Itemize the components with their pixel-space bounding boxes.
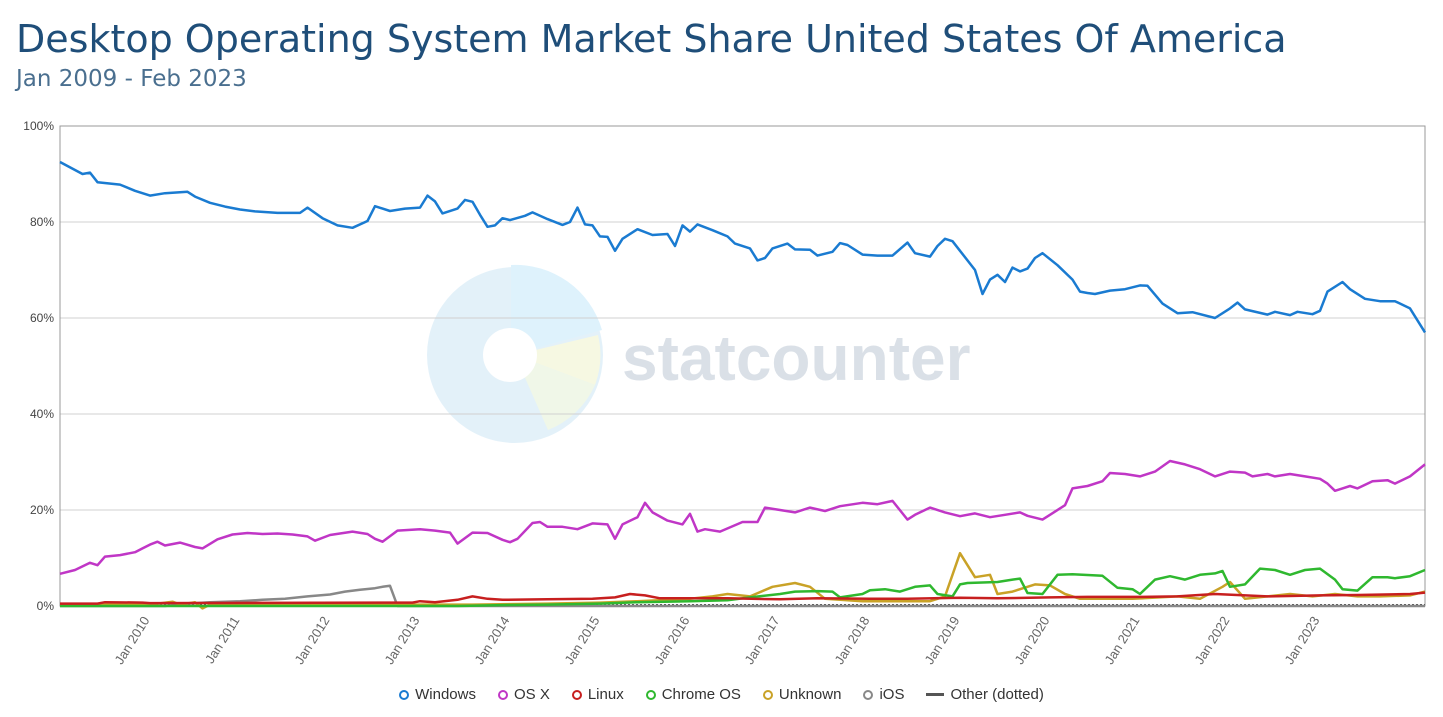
legend-item-os-x[interactable]: OS X	[497, 686, 550, 703]
legend-label: iOS	[879, 686, 905, 703]
legend-item-ios[interactable]: iOS	[863, 686, 904, 703]
chart-title: Desktop Operating System Market Share Un…	[16, 17, 1287, 61]
legend-marker	[762, 689, 773, 700]
legend-marker	[497, 689, 508, 700]
x-tick-label: Jan 2020	[1011, 614, 1052, 667]
y-tick-label: 80%	[30, 215, 54, 229]
legend-label: Linux	[587, 686, 624, 703]
chart-legend: Windows OS X Linux Chrome OS Unknown iOS Other…	[0, 686, 1443, 703]
legend-label: Windows	[415, 686, 476, 703]
legend-marker	[645, 689, 656, 700]
x-tick-label: Jan 2021	[1101, 614, 1142, 667]
series-line-linux	[60, 591, 1426, 605]
y-tick-label: 60%	[30, 311, 54, 325]
legend-label: Unknown	[778, 686, 842, 703]
y-tick-label: 40%	[30, 407, 54, 421]
x-tick-label: Jan 2014	[471, 614, 512, 667]
legend-label: OS X	[513, 686, 550, 703]
x-tick-label: Jan 2013	[381, 614, 422, 667]
legend-marker	[863, 689, 874, 700]
legend-marker	[571, 689, 582, 700]
legend-item-unknown[interactable]: Unknown	[762, 686, 842, 703]
series-line-chrome-os	[60, 567, 1426, 608]
y-tick-label: 100%	[23, 119, 54, 133]
x-tick-label: Jan 2022	[1191, 614, 1232, 667]
x-tick-label: Jan 2023	[1281, 614, 1322, 667]
series-line-windows	[59, 160, 1427, 334]
watermark-text: statcounter	[622, 322, 971, 394]
statcounter-watermark: statcounter	[427, 264, 971, 443]
legend-item-other-dotted[interactable]: Other (dotted)	[926, 686, 1044, 703]
x-tick-label: Jan 2011	[202, 614, 243, 666]
series-line-os-x	[59, 459, 1426, 576]
legend-item-windows[interactable]: Windows	[399, 686, 476, 703]
legend-item-chrome-os[interactable]: Chrome OS	[645, 686, 741, 703]
x-tick-label: Jan 2016	[651, 614, 692, 667]
legend-label: Other (dotted)	[950, 686, 1044, 703]
x-tick-label: Jan 2012	[291, 614, 332, 667]
legend-item-linux[interactable]: Linux	[571, 686, 624, 703]
chart-subtitle: Jan 2009 - Feb 2023	[16, 66, 247, 92]
x-tick-label: Jan 2010	[111, 614, 152, 667]
x-tick-label: Jan 2018	[831, 614, 872, 667]
x-tick-label: Jan 2017	[741, 614, 782, 667]
x-tick-label: Jan 2019	[921, 614, 962, 667]
legend-marker	[399, 689, 410, 700]
legend-marker	[926, 693, 945, 696]
y-tick-label: 20%	[30, 503, 54, 517]
x-tick-label: Jan 2015	[561, 614, 602, 667]
legend-label: Chrome OS	[661, 686, 741, 703]
y-tick-label: 0%	[37, 599, 55, 613]
